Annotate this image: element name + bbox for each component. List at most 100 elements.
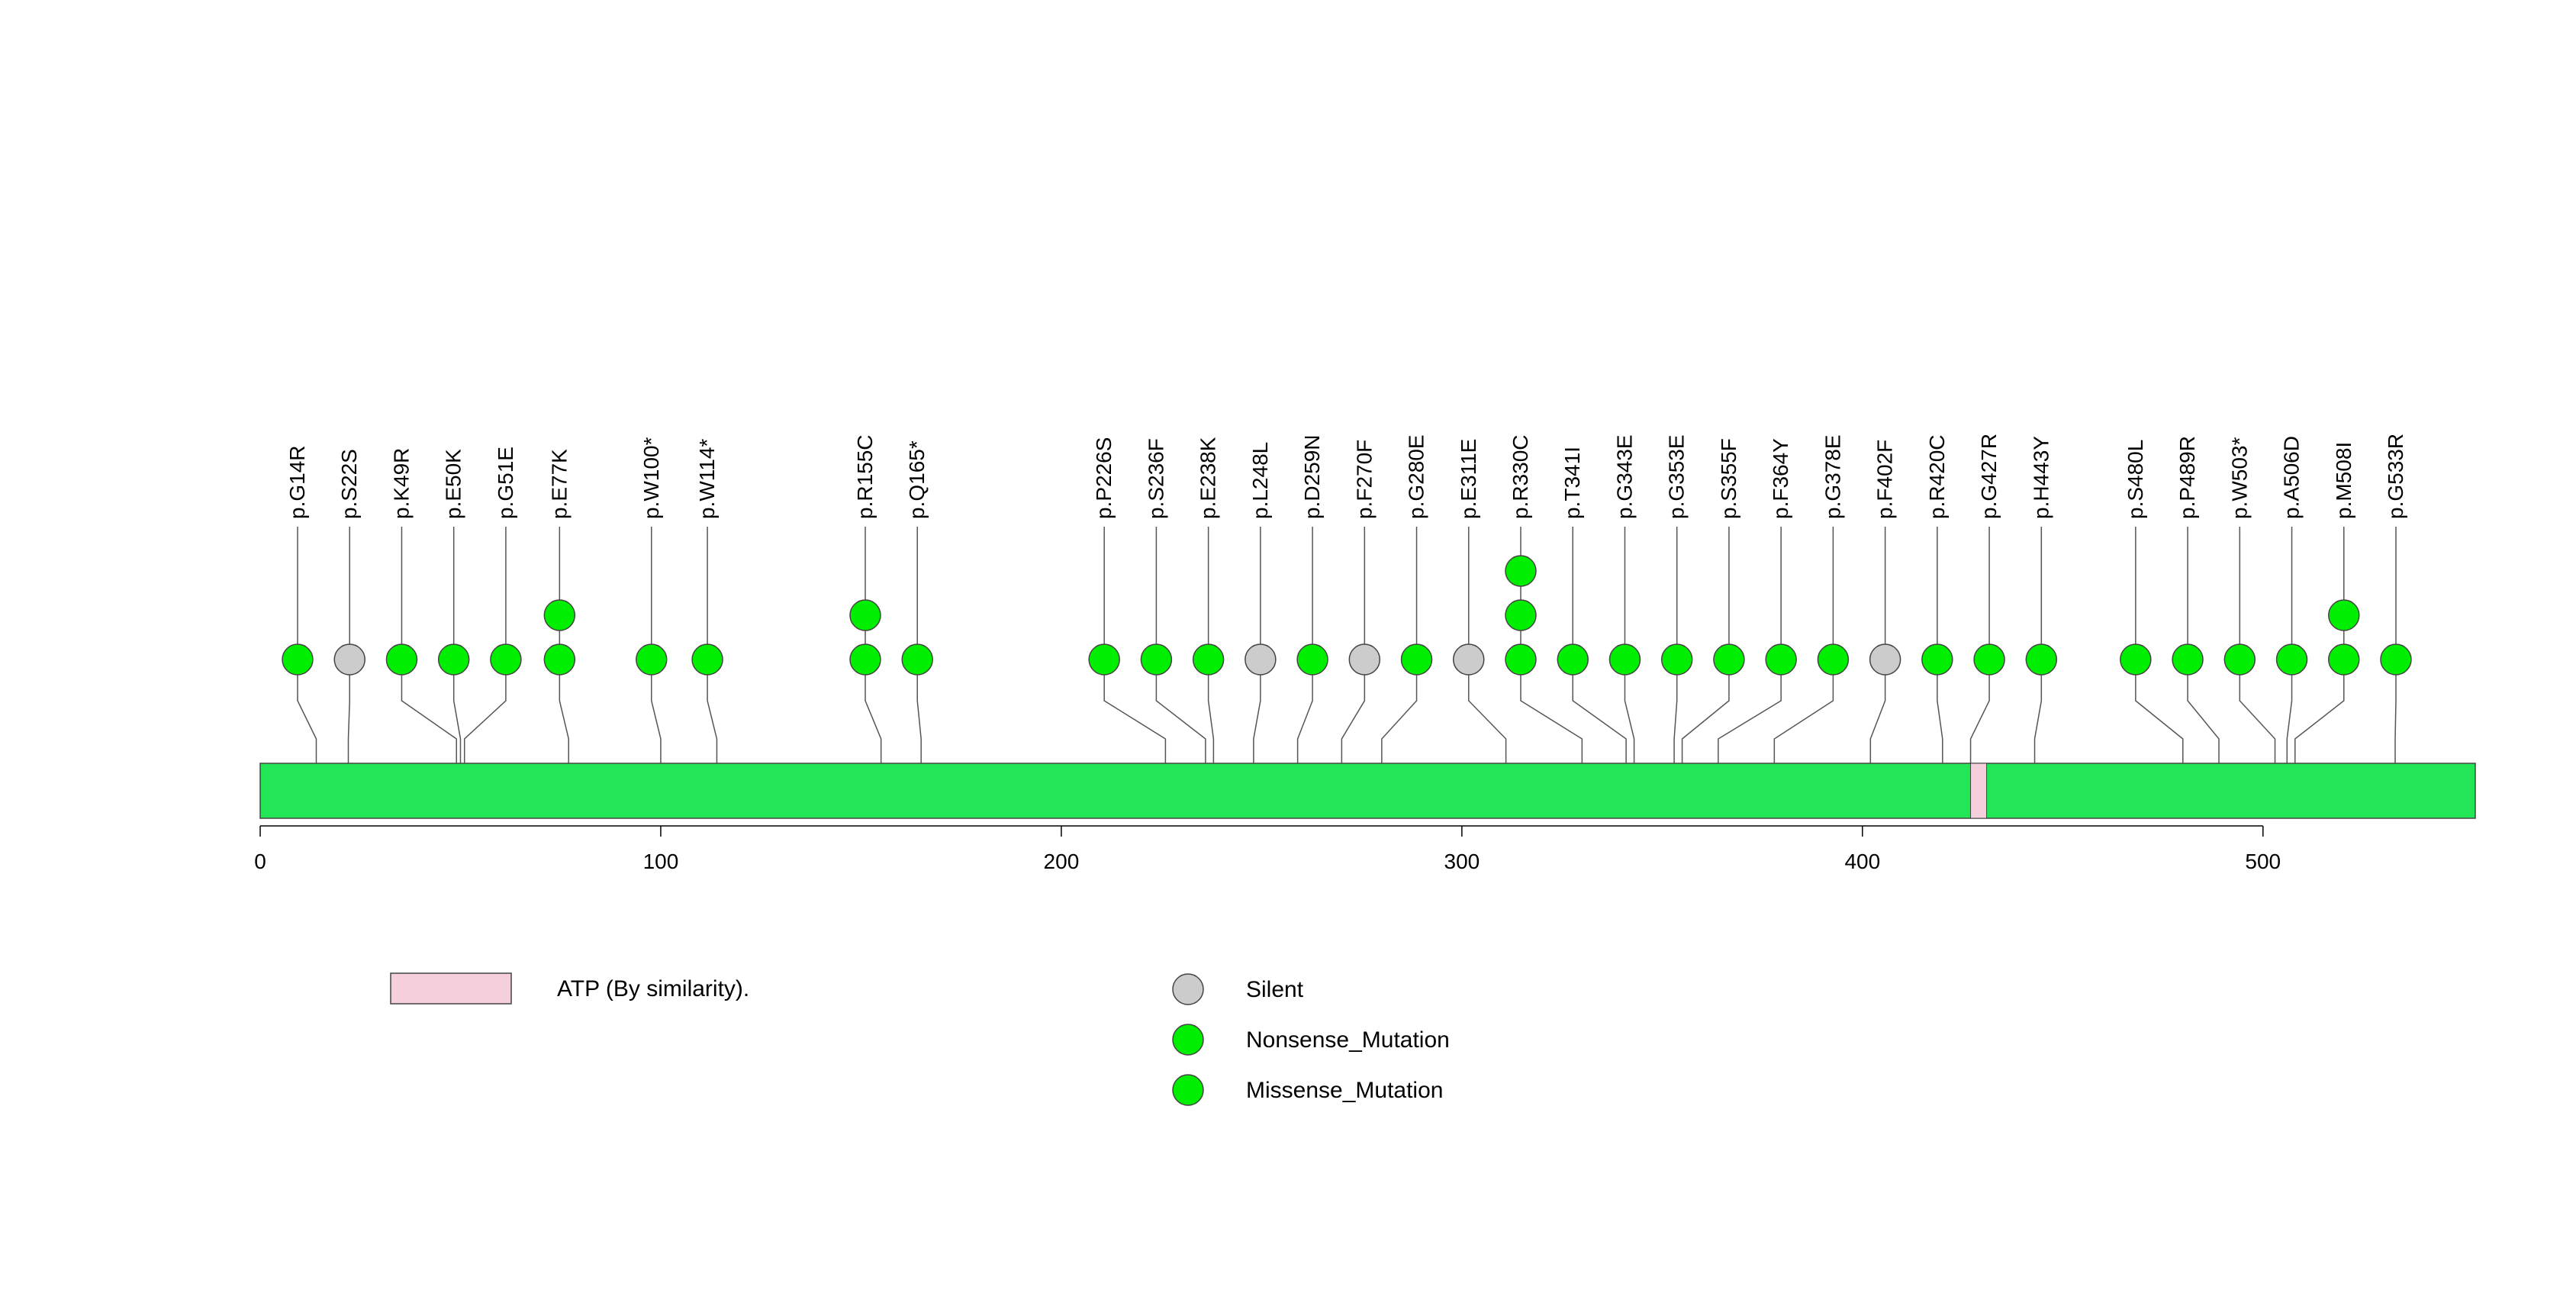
mutation-label: p.R330C [1509, 434, 1532, 519]
mutation-label: p.P489R [2175, 436, 2199, 519]
mutation-labels: p.G14R p.S22S p.K49R p.E50K p.G51E p.E77K p.W1… [285, 434, 2407, 519]
legend-mutation-marker [1172, 1074, 1204, 1106]
mutation-marker [1973, 643, 2005, 676]
mutation-label: p.E77K [547, 449, 571, 519]
lollipop-stem [2033, 527, 2043, 763]
mutation-marker [1140, 643, 1173, 676]
mutation-marker [1400, 643, 1433, 676]
lollipop-stem [1572, 527, 1627, 763]
lollipop-stem [463, 527, 507, 763]
lollipop-stem [1296, 527, 1313, 763]
mutation-marker [1505, 599, 1537, 631]
lollipop-stem [2286, 527, 2293, 763]
mutation-marker [1817, 643, 1850, 676]
mutation-marker [1088, 643, 1120, 676]
mutation-marker [2172, 643, 2204, 676]
lollipop-stem [1681, 527, 1730, 763]
lollipop-stem [1341, 527, 1366, 763]
mutation-marker [849, 599, 881, 631]
mutation-marker [1869, 643, 1901, 676]
mutation-marker [1296, 643, 1328, 676]
mutation-marker [1348, 643, 1381, 676]
mutation-label: p.K49R [389, 448, 413, 519]
mutation-marker [2380, 643, 2412, 676]
x-axis-tick-label: 200 [1044, 850, 1080, 873]
mutation-label: p.M508I [2332, 442, 2355, 519]
mutation-marker [1765, 643, 1797, 676]
lollipop-stem [2294, 527, 2345, 763]
mutation-label: p.F402F [1873, 440, 1897, 519]
x-axis-tick-label: 100 [643, 850, 679, 873]
mutation-label: p.F270F [1352, 440, 1376, 519]
mutation-marker [2328, 599, 2360, 631]
mutation-label: p.E311E [1457, 439, 1480, 519]
mutation-label: p.G51E [494, 447, 517, 519]
lollipop-stem [2394, 527, 2397, 763]
lollipop-stem [1969, 527, 1990, 763]
mutation-label: p.A506D [2280, 436, 2304, 519]
mutation-label: p.S236F [1144, 438, 1167, 519]
lollipop-stem [1773, 527, 1834, 763]
mutation-marker [282, 643, 314, 676]
lollipop-stem [452, 527, 462, 763]
mutation-label: p.D259N [1300, 434, 1324, 519]
mutation-label: p.T341I [1560, 447, 1584, 519]
mutation-label: p.E50K [442, 449, 465, 519]
protein-bar [259, 763, 2476, 819]
lollipop-stem [1718, 527, 1782, 763]
mutation-label: p.G343E [1612, 434, 1636, 519]
mutation-markers [282, 555, 2412, 676]
mutation-label: p.S355F [1717, 438, 1740, 519]
legend-mutation-label: Missense_Mutation [1246, 1078, 1443, 1103]
legend-domain-swatch [390, 972, 512, 1005]
mutation-label: p.H443Y [2029, 436, 2053, 519]
lollipop-stem [2187, 527, 2220, 763]
mutation-label: p.W503* [2227, 437, 2251, 519]
mutation-marker [1713, 643, 1745, 676]
lollipop-stem [1624, 527, 1635, 763]
lollipop-stem [1381, 527, 1418, 763]
mutation-marker [543, 599, 576, 631]
mutation-marker [901, 643, 933, 676]
mutation-label: p.P226S [1092, 437, 1116, 519]
mutation-marker [2120, 643, 2152, 676]
mutation-marker [2275, 643, 2308, 676]
mutation-label: p.R155C [853, 434, 877, 519]
lollipop-stem [1103, 527, 1167, 763]
lollipop-stem [347, 527, 350, 763]
mutation-marker [1557, 643, 1589, 676]
mutation-marker [437, 643, 470, 676]
lollipop-stem [297, 527, 317, 763]
mutation-label: p.L248L [1248, 442, 1272, 519]
mutation-marker [1505, 555, 1537, 587]
lollipop-stem [1673, 527, 1678, 763]
mutation-marker [1505, 643, 1537, 676]
mutation-label: p.F364Y [1769, 438, 1792, 519]
mutation-label: p.G533R [2384, 434, 2407, 519]
mutation-label: p.G427R [1977, 434, 2001, 519]
x-axis-tick-label: 300 [1444, 850, 1480, 873]
mutation-label: p.G280E [1405, 434, 1428, 519]
mutation-marker [385, 643, 418, 676]
lollipop-stem [2135, 527, 2184, 763]
mutation-marker [1660, 643, 1693, 676]
mutation-label: p.E238K [1196, 437, 1220, 519]
mutation-marker [1608, 643, 1641, 676]
mutation-marker [1192, 643, 1225, 676]
mutation-marker [849, 643, 881, 676]
lollipop-stem [1207, 527, 1215, 763]
mutation-label: p.G14R [285, 446, 309, 520]
mutation-marker [2223, 643, 2256, 676]
mutation-label: p.S480L [2124, 440, 2147, 519]
mutation-marker [490, 643, 522, 676]
lollipop-stem [1937, 527, 1943, 763]
domain-region [1970, 763, 1988, 819]
x-axis-tick-label: 0 [254, 850, 266, 873]
lollipop-stem [916, 527, 922, 763]
mutation-marker [2328, 643, 2360, 676]
mutation-marker [1245, 643, 1277, 676]
mutation-label: p.R420C [1925, 434, 1949, 519]
legend: ATP (By similarity). Silent Nonsense_Mutat… [390, 972, 1450, 1106]
lollipop-stem [707, 527, 718, 763]
